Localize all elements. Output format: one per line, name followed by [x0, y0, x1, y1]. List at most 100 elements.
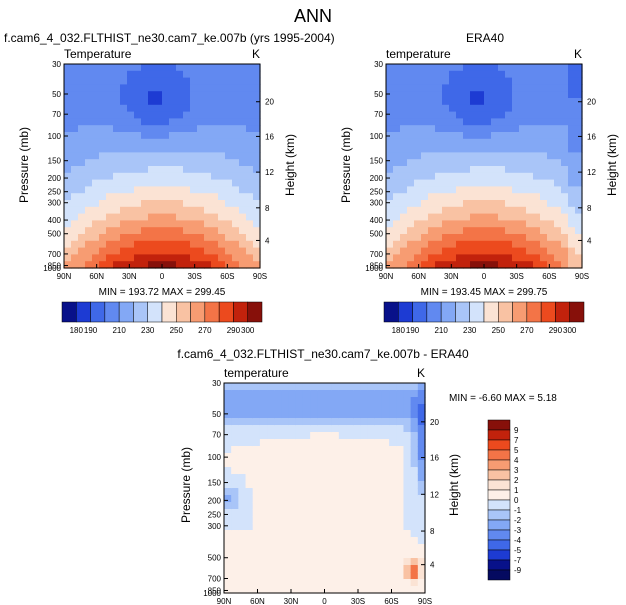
contour-cell [533, 118, 541, 126]
contour-cell [540, 234, 548, 242]
contour-cell [512, 132, 520, 140]
contour-cell [575, 227, 583, 235]
contour-cell [498, 227, 506, 235]
contour-cell [403, 460, 412, 468]
contour-cell [353, 446, 361, 454]
contour-cell [246, 254, 254, 262]
contour-cell [113, 159, 121, 167]
contour-cell [554, 111, 562, 119]
contour-cell [414, 64, 422, 72]
contour-cell [310, 495, 318, 503]
contour-cell [134, 159, 142, 167]
contour-cell [120, 166, 128, 174]
contour-cell [197, 77, 205, 85]
contour-cell [526, 172, 534, 181]
contour-cell [106, 254, 114, 262]
contour-cell [389, 467, 397, 475]
contour-cell [155, 111, 163, 119]
contour-cell [106, 104, 114, 113]
contour-cell [288, 544, 297, 552]
contour-cell [162, 70, 170, 79]
contour-cell [449, 247, 457, 255]
contour-cell [386, 213, 394, 221]
contour-cell [246, 240, 254, 249]
contour-cell [225, 240, 233, 249]
contour-cell [389, 537, 397, 545]
contour-cell [169, 213, 177, 221]
contour-cell [470, 186, 478, 194]
contour-cell [463, 261, 471, 269]
contour-cell [162, 247, 170, 255]
contour-cell [428, 220, 436, 228]
contour-cell [113, 254, 121, 262]
contour-cell [224, 383, 232, 391]
contour-cell [64, 200, 72, 208]
contour-cell [92, 64, 100, 72]
contour-cell [252, 432, 261, 440]
contour-cell [410, 425, 419, 433]
contour-cell [353, 579, 361, 587]
contour-cell [498, 213, 506, 221]
contour-cell [417, 558, 426, 566]
contour-cell [148, 206, 156, 215]
panel-difference-ylabel-right: Height (km) [447, 454, 461, 516]
contour-cell [403, 425, 412, 433]
contour-cell [568, 227, 576, 235]
contour-cell [85, 206, 93, 215]
contour-cell [374, 411, 383, 419]
contour-cell [389, 579, 397, 587]
contour-cell [218, 118, 226, 126]
contour-cell [302, 439, 311, 447]
contour-cell [127, 98, 135, 106]
y-right-tick-label: 16 [430, 454, 439, 463]
contour-cell [360, 551, 369, 559]
contour-cell [169, 227, 177, 235]
contour-cell [204, 70, 212, 79]
contour-cell [568, 220, 576, 228]
contour-cell [484, 206, 492, 215]
contour-cell [78, 138, 86, 147]
contour-cell [64, 247, 72, 255]
contour-cell [410, 544, 419, 552]
contour-cell [218, 193, 226, 201]
contour-cell [225, 84, 233, 92]
contour-cell [512, 64, 520, 72]
contour-cell [246, 70, 254, 79]
contour-cell [204, 220, 212, 228]
contour-cell [498, 247, 506, 255]
contour-cell [463, 234, 471, 242]
contour-cell [176, 234, 184, 242]
contour-cell [274, 453, 283, 461]
contour-cell [176, 159, 184, 167]
contour-cell [470, 213, 478, 221]
contour-cell [169, 193, 177, 201]
contour-cell [498, 70, 506, 79]
contour-cell [253, 186, 261, 194]
contour-cell [393, 240, 401, 249]
contour-cell [64, 64, 72, 72]
contour-cell [232, 159, 240, 167]
contour-cell [519, 261, 527, 269]
contour-cell [547, 70, 555, 79]
contour-cell [442, 247, 450, 255]
contour-cell [428, 166, 436, 174]
contour-cell [400, 220, 408, 228]
contour-cell [127, 111, 135, 119]
contour-cell [393, 166, 401, 174]
contour-cell [232, 234, 240, 242]
contour-cell [252, 481, 261, 489]
y-tick-label: 200 [208, 496, 222, 505]
contour-cell [389, 530, 397, 538]
contour-cell [218, 98, 226, 106]
contour-cell [252, 418, 261, 426]
contour-cell [414, 132, 422, 140]
contour-cell [353, 488, 361, 496]
contour-cell [232, 118, 240, 126]
panel-era40-variable: temperature [386, 47, 451, 61]
contour-cell [238, 565, 247, 573]
contour-cell [127, 193, 135, 201]
contour-cell [246, 98, 254, 106]
contour-cell [281, 509, 290, 517]
contour-cell [231, 523, 239, 531]
contour-cell [92, 98, 100, 106]
